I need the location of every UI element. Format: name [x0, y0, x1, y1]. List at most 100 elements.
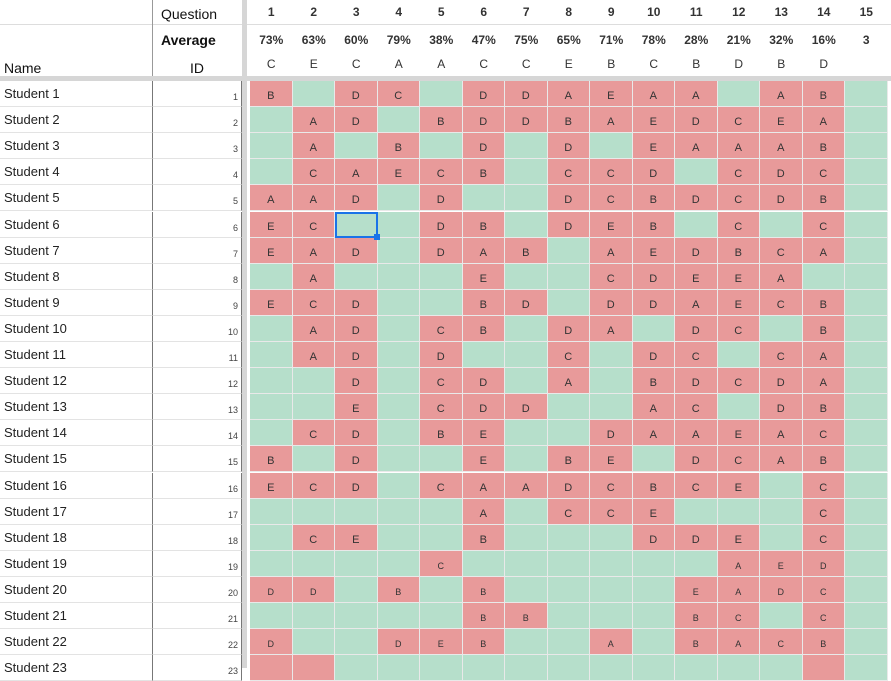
answer-cell[interactable] [760, 524, 803, 551]
answer-cell[interactable]: D [462, 368, 505, 395]
answer-cell[interactable]: B [420, 420, 463, 447]
answer-cell[interactable] [335, 655, 378, 681]
answer-cell[interactable]: E [717, 472, 760, 499]
answer-cell[interactable]: C [420, 159, 463, 186]
answer-cell[interactable]: A [590, 237, 633, 264]
answer-cell[interactable]: D [335, 342, 378, 369]
answer-cell[interactable] [590, 603, 633, 630]
answer-cell[interactable]: C [292, 420, 335, 447]
answer-cell[interactable]: D [547, 133, 590, 160]
answer-cell[interactable]: A [802, 342, 845, 369]
answer-cell[interactable]: A [760, 263, 803, 290]
answer-cell[interactable] [250, 603, 293, 630]
answer-cell[interactable] [760, 603, 803, 630]
answer-cell[interactable] [250, 498, 293, 525]
answer-cell[interactable]: B [462, 289, 505, 316]
question-number[interactable]: 13 [774, 5, 788, 19]
answer-cell[interactable] [420, 263, 463, 290]
answer-cell[interactable] [547, 629, 590, 656]
student-name[interactable]: Student 6 [0, 212, 152, 238]
answer-cell[interactable]: C [760, 289, 803, 316]
student-name[interactable]: Student 10 [0, 316, 152, 342]
answer-cell[interactable]: C [717, 185, 760, 212]
student-id[interactable]: 23 [152, 655, 242, 681]
answer-cell[interactable]: A [717, 629, 760, 656]
question-number[interactable]: 4 [395, 5, 403, 19]
answer-cell[interactable] [292, 394, 335, 421]
answer-cell[interactable]: D [675, 368, 718, 395]
answer-cell[interactable] [377, 394, 420, 421]
answer-cell[interactable]: D [632, 524, 675, 551]
answer-cell[interactable]: E [377, 159, 420, 186]
fill-handle[interactable] [373, 233, 380, 240]
student-id[interactable]: 22 [152, 629, 242, 656]
answer-cell[interactable]: A [547, 81, 590, 108]
answer-cell[interactable]: A [292, 263, 335, 290]
answer-cell[interactable] [717, 394, 760, 421]
answer-cell[interactable]: C [802, 420, 845, 447]
answer-cell[interactable] [250, 550, 293, 577]
answer-cell[interactable] [845, 81, 888, 108]
answer-cell[interactable] [845, 394, 888, 421]
answer-cell[interactable] [505, 133, 548, 160]
student-id[interactable]: 16 [152, 472, 242, 499]
answer-cell[interactable] [845, 237, 888, 264]
answer-cell[interactable]: D [632, 159, 675, 186]
answer-cell[interactable] [505, 185, 548, 212]
answer-cell[interactable]: B [462, 524, 505, 551]
answer-cell[interactable]: E [462, 420, 505, 447]
answer-cell[interactable] [335, 603, 378, 630]
answer-cell[interactable] [420, 576, 463, 603]
answer-cell[interactable]: B [802, 394, 845, 421]
answer-cell[interactable]: A [675, 289, 718, 316]
answer-cell[interactable]: A [760, 133, 803, 160]
answer-cell[interactable] [845, 368, 888, 395]
answer-cell[interactable]: D [292, 576, 335, 603]
answer-cell[interactable]: C [377, 81, 420, 108]
answer-cell[interactable]: A [802, 237, 845, 264]
answer-cell[interactable]: C [717, 446, 760, 473]
student-id[interactable]: 3 [152, 133, 242, 160]
answer-cell[interactable]: B [802, 185, 845, 212]
answer-cell[interactable]: A [802, 368, 845, 395]
answer-cell[interactable]: A [292, 342, 335, 369]
answer-cell[interactable]: A [292, 107, 335, 134]
answer-cell[interactable] [335, 498, 378, 525]
student-name[interactable]: Student 13 [0, 394, 152, 421]
answer-cell[interactable]: C [802, 159, 845, 186]
answer-cell[interactable]: A [760, 420, 803, 447]
answer-cell[interactable]: B [462, 576, 505, 603]
answer-cell[interactable]: E [632, 498, 675, 525]
answer-cell[interactable]: D [462, 133, 505, 160]
answer-cell[interactable]: D [505, 81, 548, 108]
answer-cell[interactable]: B [802, 446, 845, 473]
answer-cell[interactable] [377, 211, 420, 238]
student-name[interactable]: Student 20 [0, 577, 152, 603]
answer-cell[interactable]: C [717, 107, 760, 134]
answer-cell[interactable]: C [802, 524, 845, 551]
answer-cell[interactable]: D [377, 629, 420, 656]
student-name[interactable]: Student 18 [0, 525, 152, 551]
answer-cell[interactable] [675, 655, 718, 681]
answer-cell[interactable]: D [802, 550, 845, 577]
answer-cell[interactable]: D [675, 524, 718, 551]
answer-cell[interactable]: C [717, 603, 760, 630]
answer-cell[interactable] [420, 603, 463, 630]
student-name[interactable]: Student 3 [0, 133, 152, 160]
answer-cell[interactable]: B [462, 629, 505, 656]
answer-cell[interactable]: B [632, 368, 675, 395]
answer-cell[interactable]: D [505, 107, 548, 134]
answer-cell[interactable]: C [802, 576, 845, 603]
answer-cell[interactable]: D [505, 289, 548, 316]
answer-cell[interactable] [335, 263, 378, 290]
answer-cell[interactable]: C [547, 342, 590, 369]
question-number[interactable]: 3 [352, 5, 360, 19]
answer-cell[interactable] [420, 524, 463, 551]
answer-cell[interactable] [420, 655, 463, 681]
answer-cell[interactable] [590, 655, 633, 681]
answer-cell[interactable]: B [802, 289, 845, 316]
answer-cell[interactable]: B [377, 576, 420, 603]
answer-cell[interactable]: E [632, 237, 675, 264]
answer-cell[interactable] [377, 342, 420, 369]
answer-cell[interactable] [292, 368, 335, 395]
